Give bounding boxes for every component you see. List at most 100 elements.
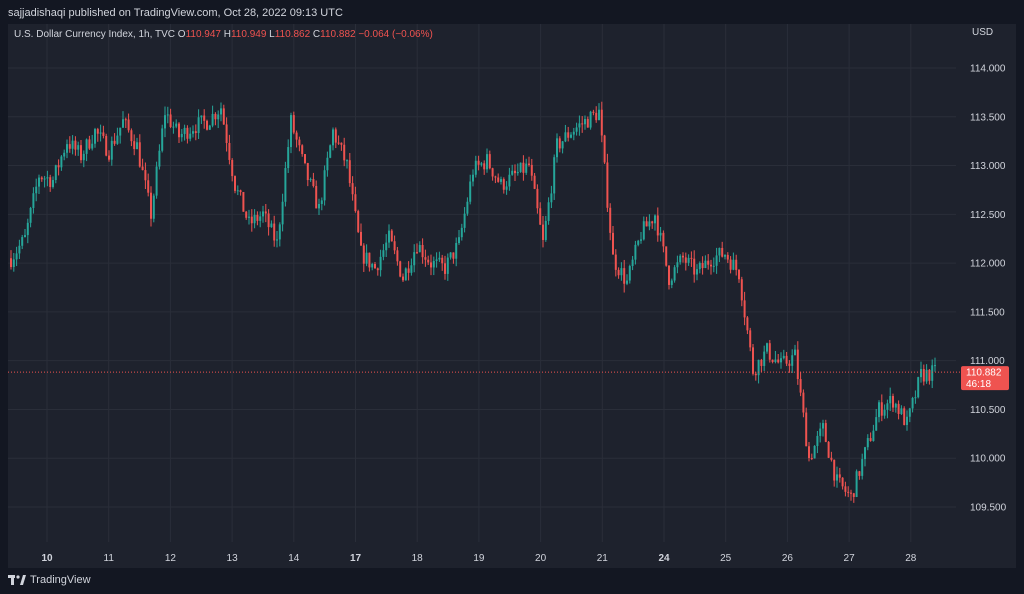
candle xyxy=(469,174,472,205)
candle-body xyxy=(564,132,567,142)
candle-body xyxy=(617,269,620,276)
candle-body xyxy=(124,119,127,121)
candle xyxy=(508,167,511,191)
candle xyxy=(49,174,52,192)
candle xyxy=(701,256,704,275)
bar-countdown: 46:18 xyxy=(966,379,991,390)
candle-body xyxy=(141,166,144,171)
chart-pane[interactable]: USD 114.000 113.500 113.000 112.500 112.000 1… xyxy=(8,24,1016,568)
candle xyxy=(54,164,57,184)
candle-body xyxy=(71,140,74,149)
candle-body xyxy=(892,396,894,408)
candle-body xyxy=(320,200,323,204)
candle xyxy=(388,224,390,248)
time-tick-label: 13 xyxy=(227,553,239,564)
candle-body xyxy=(12,259,15,268)
candle-body xyxy=(586,119,589,128)
current-price-value: 110.882 xyxy=(966,368,1002,379)
candle-body xyxy=(547,202,550,221)
candle-body xyxy=(393,241,396,251)
candle xyxy=(791,349,794,373)
candle xyxy=(449,252,452,260)
candle-body xyxy=(54,165,57,181)
candle xyxy=(222,104,225,125)
candle xyxy=(35,178,38,202)
candle-body xyxy=(712,265,715,267)
candle-body xyxy=(362,245,365,264)
candle-body xyxy=(287,147,290,169)
candle xyxy=(542,216,544,248)
candle xyxy=(502,177,505,194)
tradingview-logo[interactable]: TradingView xyxy=(8,574,91,586)
candle-body xyxy=(578,123,581,128)
candle xyxy=(892,393,894,412)
candle-body xyxy=(768,343,771,360)
candle-body xyxy=(416,252,418,254)
candle-body xyxy=(407,268,410,273)
candle-body xyxy=(388,230,390,243)
candle xyxy=(682,252,684,263)
candle xyxy=(676,255,679,274)
candle xyxy=(245,210,248,220)
candle-body xyxy=(133,141,136,150)
candle xyxy=(662,230,665,253)
candle-body xyxy=(354,194,357,212)
candle-body xyxy=(693,258,696,275)
time-axis[interactable]: 10 11 12 13 14 17 18 19 20 21 24 25 26 27 28 xyxy=(41,553,916,564)
candle-body xyxy=(704,260,707,269)
candle-body xyxy=(82,153,85,161)
candle-body xyxy=(631,259,634,267)
candle xyxy=(581,116,584,133)
candle-body xyxy=(382,250,385,257)
candle xyxy=(875,408,878,431)
candle-body xyxy=(654,215,656,224)
candle-body xyxy=(253,214,256,224)
candle xyxy=(26,218,29,244)
candle xyxy=(810,453,813,461)
candle-body xyxy=(553,157,556,194)
candle-body xyxy=(584,119,586,125)
price-tick-label: 112.000 xyxy=(970,259,1006,270)
footer-logo-text: TradingView xyxy=(30,574,91,586)
time-tick-label: 19 xyxy=(473,553,485,564)
candle xyxy=(693,250,696,283)
candle-body xyxy=(438,257,441,260)
candle-body xyxy=(556,138,558,158)
candle-body xyxy=(819,428,822,436)
candle xyxy=(88,135,91,150)
candle-body xyxy=(788,363,791,366)
candle-body xyxy=(231,159,234,177)
candle-body xyxy=(441,257,444,264)
candle-body xyxy=(29,207,32,223)
candle-body xyxy=(351,183,354,195)
candle-body xyxy=(211,113,214,126)
candle xyxy=(24,228,26,238)
candle xyxy=(696,264,698,281)
candle xyxy=(119,127,122,144)
candle xyxy=(889,387,892,411)
candle xyxy=(113,133,116,146)
candle-body xyxy=(824,423,827,442)
candle-body xyxy=(735,259,738,270)
candle-body xyxy=(906,416,908,425)
candle-body xyxy=(721,247,724,257)
candle-body xyxy=(687,257,690,263)
candle xyxy=(486,148,488,173)
price-axis[interactable]: USD 114.000 113.500 113.000 112.500 112.000 1… xyxy=(970,27,1007,514)
candle-body xyxy=(194,131,197,134)
candle xyxy=(463,207,466,233)
candle xyxy=(847,486,850,498)
candle xyxy=(883,404,886,419)
candle-body xyxy=(52,180,54,187)
candle-body xyxy=(533,175,536,189)
price-tick-label: 110.500 xyxy=(970,405,1006,416)
candle xyxy=(740,276,743,307)
candle xyxy=(186,125,189,144)
high-label: H xyxy=(223,29,231,40)
candle xyxy=(385,234,388,258)
candle-body xyxy=(754,373,757,376)
candlestick-chart[interactable]: USD 114.000 113.500 113.000 112.500 112.000 1… xyxy=(8,24,1016,568)
candle-body xyxy=(738,269,740,280)
candle-body xyxy=(130,130,133,142)
candle xyxy=(774,350,777,364)
